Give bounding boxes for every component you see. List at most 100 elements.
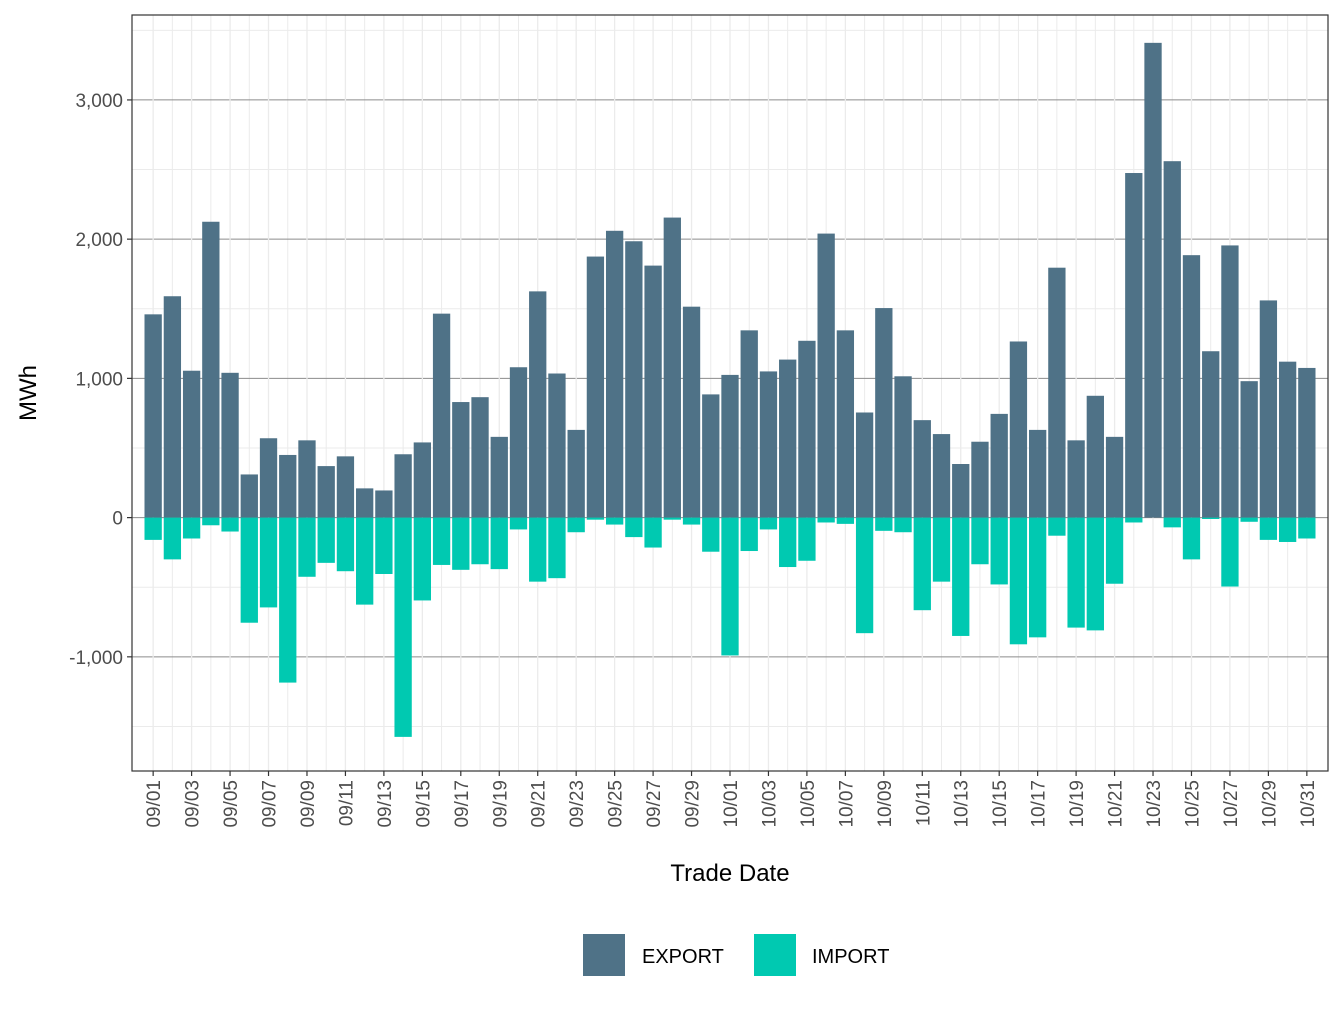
y-tick-label: 1,000: [75, 369, 123, 390]
bar-import: [663, 517, 681, 520]
bar-export: [1086, 395, 1104, 518]
bar-import: [432, 517, 451, 565]
bar-import: [317, 517, 335, 563]
bar-export: [779, 359, 797, 518]
x-tick-label: 09/15: [413, 780, 434, 828]
bar-import: [682, 517, 701, 525]
bar-import: [702, 517, 720, 552]
bar-import: [509, 517, 528, 530]
bar-export: [952, 464, 970, 518]
legend-label-export: EXPORT: [642, 946, 724, 968]
bar-import: [721, 517, 739, 656]
bar-import: [1086, 517, 1104, 631]
bar-export: [721, 374, 739, 518]
bar-import: [740, 517, 758, 552]
bar-export: [394, 454, 412, 518]
x-tick-label: 10/21: [1106, 780, 1127, 828]
bar-export: [221, 372, 239, 518]
bar-export: [375, 490, 393, 518]
bar-import: [913, 517, 931, 611]
bar-import: [1202, 517, 1220, 519]
y-tick-label: 0: [112, 509, 123, 530]
bar-import: [605, 517, 624, 525]
legend: EXPORT IMPORT: [583, 934, 889, 976]
x-tick-label: 10/29: [1259, 780, 1280, 828]
bar-import: [798, 517, 816, 561]
bar-import: [875, 517, 893, 531]
bar-export: [644, 265, 662, 518]
x-tick-label: 10/17: [1029, 780, 1050, 828]
bar-export: [279, 454, 297, 518]
x-tick-label: 10/07: [836, 780, 857, 828]
bar-export: [317, 466, 335, 518]
bar-import: [394, 517, 412, 737]
bar-import: [836, 517, 855, 524]
bar-export: [567, 429, 585, 518]
bar-export: [240, 474, 258, 518]
bar-export: [1298, 367, 1316, 518]
bar-export: [1048, 267, 1066, 518]
bar-import: [1259, 517, 1278, 540]
bar-import: [336, 517, 355, 572]
bar-export: [1029, 429, 1047, 518]
bar-export: [182, 370, 201, 518]
bar-export: [1259, 300, 1278, 518]
bar-export: [1240, 381, 1258, 518]
bar-import: [779, 517, 797, 568]
x-axis-title: Trade Date: [670, 860, 789, 887]
x-tick-label: 10/01: [721, 780, 742, 828]
bar-import: [644, 517, 662, 548]
bar-import: [625, 517, 643, 538]
bar-import: [1163, 517, 1181, 528]
bar-import: [1240, 517, 1258, 522]
bar-import: [202, 517, 220, 526]
x-tick-label: 09/17: [452, 780, 473, 828]
bar-import: [817, 517, 835, 523]
bar-import: [1278, 517, 1297, 542]
bar-export: [971, 441, 989, 518]
bar-import: [144, 517, 162, 540]
bar-import: [932, 517, 951, 582]
x-tick-label: 10/19: [1067, 780, 1088, 828]
x-tick-label: 09/11: [336, 780, 357, 826]
bar-export: [625, 241, 643, 518]
bar-import: [855, 517, 874, 634]
bar-import: [548, 517, 566, 579]
bar-export: [855, 412, 874, 518]
bar-export: [759, 371, 778, 518]
bar-import: [952, 517, 970, 636]
bar-export: [1125, 173, 1143, 518]
bar-import: [298, 517, 316, 577]
bar-import: [452, 517, 470, 570]
bar-export: [1182, 255, 1201, 518]
bar-export: [740, 330, 758, 518]
bar-export: [509, 367, 528, 518]
x-tick-label: 10/31: [1298, 780, 1319, 828]
x-tick-label: 10/25: [1182, 780, 1203, 828]
bar-import: [567, 517, 585, 533]
bar-import: [413, 517, 431, 601]
bar-import: [1182, 517, 1201, 560]
bar-export: [605, 230, 624, 518]
bar-export: [336, 456, 355, 518]
bar-import: [356, 517, 374, 605]
bar-import: [490, 517, 508, 570]
legend-label-import: IMPORT: [812, 946, 889, 968]
bar-import: [1029, 517, 1047, 638]
y-tick-label: 3,000: [75, 91, 123, 112]
x-tick-label: 09/27: [644, 780, 665, 828]
bar-import: [240, 517, 258, 623]
bar-export: [163, 296, 182, 518]
bar-import: [971, 517, 989, 565]
bar-export: [1221, 245, 1239, 518]
bar-export: [298, 440, 316, 518]
bar-import: [586, 517, 605, 520]
bar-export: [356, 488, 374, 518]
bar-import: [279, 517, 297, 683]
x-tick-label: 09/01: [144, 780, 165, 828]
bar-export: [1067, 440, 1085, 518]
bar-export: [529, 291, 547, 518]
x-tick-label: 09/13: [375, 780, 396, 828]
